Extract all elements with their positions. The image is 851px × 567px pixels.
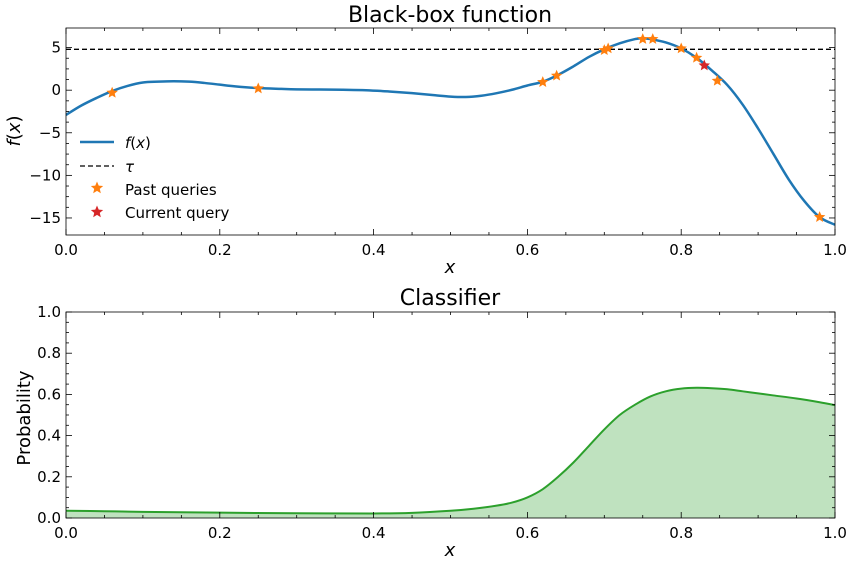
past-query-point <box>690 51 703 63</box>
past-query-point <box>602 42 614 54</box>
classifier-plot: Classifier 0.0 0.2 0.4 0.6 0.8 1.0 0.0 0.2 0.4 0.… <box>14 286 847 561</box>
black-box-xtick-label: 0.8 <box>669 241 693 259</box>
classifier-ytick-label: 0.8 <box>37 344 61 362</box>
black-box-ytick-label: −5 <box>39 124 61 142</box>
black-box-xtick-label: 0.6 <box>515 241 539 259</box>
classifier-xtick-label: 0.6 <box>515 524 539 542</box>
current-query-point <box>698 59 710 71</box>
legend-past-label: Past queries <box>125 181 217 199</box>
classifier-xtick-label: 1.0 <box>823 524 847 542</box>
classifier-ytick-label: 0.2 <box>37 468 61 486</box>
classifier-ylabel: Probability <box>14 370 35 465</box>
legend: f(x) τ Past queries Current query <box>80 134 230 222</box>
probability-curve <box>65 386 836 515</box>
classifier-title: Classifier <box>400 286 501 311</box>
legend-current-label: Current query <box>125 204 230 222</box>
classifier-xtick-label: 0.4 <box>362 524 386 542</box>
classifier-xtick-label: 0.0 <box>54 524 78 542</box>
classifier-ytick-label: 1.0 <box>37 303 61 321</box>
past-query-point <box>711 74 724 86</box>
classifier-xtick-label: 0.8 <box>669 524 693 542</box>
past-query-point <box>537 76 549 87</box>
black-box-ylabel: f(x) <box>4 115 25 146</box>
legend-tau-label: τ <box>125 158 135 176</box>
legend-current-marker <box>90 205 104 218</box>
past-query-point <box>598 44 611 55</box>
past-query-point <box>813 211 826 222</box>
black-box-xlabel: x <box>444 257 456 278</box>
black-box-xtick-label: 0.4 <box>362 241 386 259</box>
past-query-point <box>675 42 687 54</box>
classifier-ytick-label: 0.4 <box>37 427 61 445</box>
classifier-xtick-label: 0.2 <box>208 524 232 542</box>
fx-curve <box>66 36 835 226</box>
legend-past-star <box>90 181 104 194</box>
past-query-point <box>106 86 118 98</box>
black-box-xtick-label: 0.0 <box>54 241 78 259</box>
legend-current-star <box>90 205 104 218</box>
black-box-ytick-label: 0 <box>51 81 61 99</box>
legend-fx-label: f(x) <box>125 134 151 152</box>
black-box-xtick-label: 0.2 <box>208 241 232 259</box>
black-box-ytick-label: 5 <box>51 39 61 57</box>
black-box-title: Black-box function <box>348 3 552 28</box>
classifier-ytick-label: 0.0 <box>37 509 61 527</box>
black-box-xtick-label: 1.0 <box>823 241 847 259</box>
black-box-ytick-label: −15 <box>29 209 61 227</box>
classifier-ytick-label: 0.6 <box>37 385 61 403</box>
black-box-ytick-label: −10 <box>29 166 61 184</box>
past-query-point <box>550 69 563 81</box>
past-query-point <box>647 33 659 44</box>
past-query-point <box>637 33 649 44</box>
classifier-xlabel: x <box>444 540 456 561</box>
legend-past-marker <box>90 181 104 194</box>
probability-area <box>66 387 835 518</box>
past-query-point <box>252 82 264 94</box>
black-box-plot: Black-box function 0.0 0.2 0.4 0.6 0.8 1.0 5 0 −… <box>4 3 847 278</box>
